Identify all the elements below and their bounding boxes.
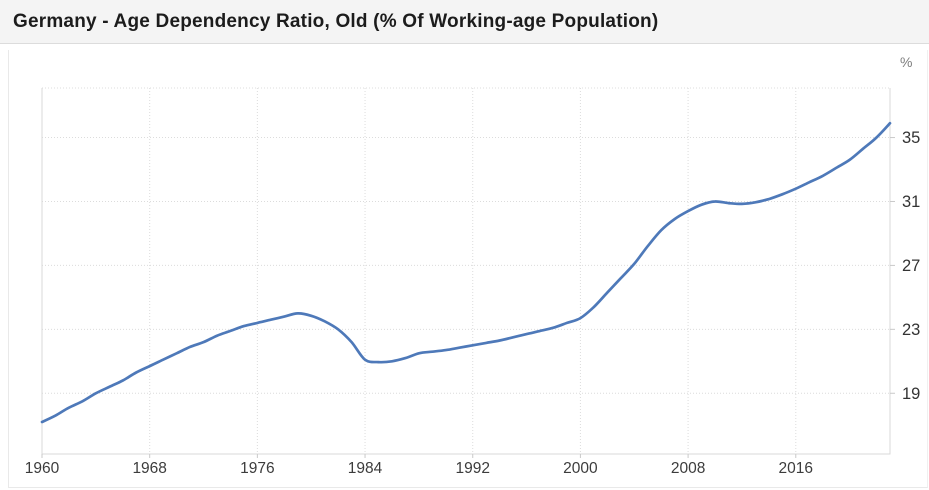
y-axis-label: 23: [902, 321, 920, 339]
plot-area[interactable]: [42, 88, 890, 454]
x-axis-label: 2000: [563, 460, 598, 477]
x-axis-label: 1976: [240, 460, 274, 477]
chart-panel: 1960 1968 1976 1984 1992 2000 2008 2016 19 23 27 31…: [8, 50, 928, 488]
series-line: [40, 121, 892, 424]
x-axis-label: 2008: [671, 460, 705, 477]
y-axis-label: 19: [902, 385, 920, 403]
y-axis-label: 35: [902, 129, 920, 147]
x-axis-label: 1960: [25, 460, 60, 477]
plot-border: [41, 88, 891, 455]
y-axis-label: 31: [902, 193, 920, 211]
x-axis-label: 1968: [132, 460, 166, 477]
x-axis-label: 2016: [779, 460, 813, 477]
chart-title: Germany - Age Dependency Ratio, Old (% O…: [13, 10, 659, 32]
y-axis-label: 27: [902, 257, 920, 275]
chart-title-bar: Germany - Age Dependency Ratio, Old (% O…: [0, 0, 929, 44]
x-axis-label: 1992: [455, 460, 489, 477]
line-chart[interactable]: 1960 1968 1976 1984 1992 2000 2008 2016 19 23 27 31…: [9, 50, 927, 487]
x-axis-label: 1984: [348, 460, 383, 477]
y-axis-unit-label: %: [900, 54, 912, 70]
